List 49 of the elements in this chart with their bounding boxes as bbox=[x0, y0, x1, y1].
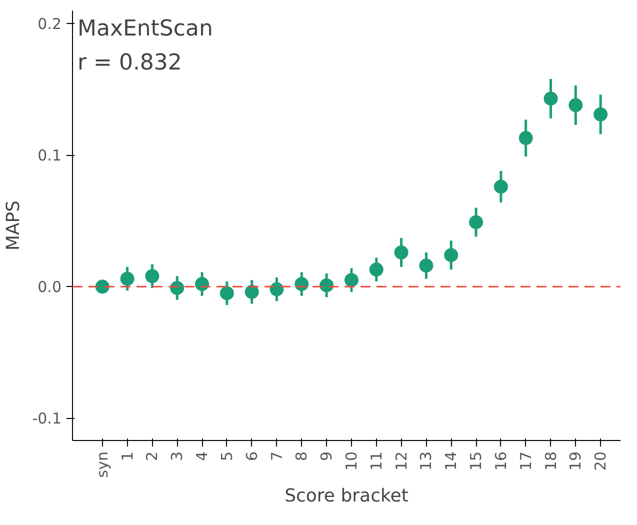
x-tick-label: 18 bbox=[542, 451, 560, 471]
point bbox=[145, 269, 160, 284]
point bbox=[394, 245, 408, 260]
point bbox=[568, 98, 583, 112]
point bbox=[518, 131, 533, 146]
y-tick-label: 0.2 bbox=[38, 15, 62, 34]
point bbox=[594, 107, 608, 122]
point bbox=[494, 180, 508, 194]
y-axis-title: MAPS bbox=[3, 200, 24, 251]
x-tick-label: 4 bbox=[193, 451, 212, 462]
point bbox=[170, 280, 184, 295]
point bbox=[120, 272, 134, 286]
x-tick-label: 5 bbox=[218, 451, 236, 462]
x-tick-label: 13 bbox=[417, 451, 436, 471]
point bbox=[220, 286, 234, 300]
y-tick-label: -0.1 bbox=[32, 410, 62, 428]
x-tick-label: 7 bbox=[268, 451, 286, 462]
x-tick-label: 8 bbox=[292, 451, 311, 462]
x-tick-label: 2 bbox=[143, 451, 162, 462]
x-tick-label: 11 bbox=[367, 451, 386, 471]
point bbox=[320, 278, 334, 292]
x-tick-label: 12 bbox=[392, 451, 410, 471]
point bbox=[244, 284, 259, 299]
annotation: r = 0.832 bbox=[77, 50, 182, 76]
x-tick-label: 14 bbox=[442, 451, 460, 471]
x-tick-label: 17 bbox=[516, 451, 535, 471]
x-tick-label: syn bbox=[93, 451, 112, 478]
point bbox=[344, 273, 358, 288]
annotation: MaxEntScan bbox=[77, 16, 213, 42]
point bbox=[469, 215, 484, 230]
x-tick-label: 1 bbox=[118, 451, 136, 462]
x-axis-title: Score bracket bbox=[284, 486, 408, 507]
x-tick-label: 16 bbox=[492, 451, 510, 471]
y-tick-label: 0.1 bbox=[38, 146, 62, 165]
x-tick-label: 6 bbox=[242, 451, 261, 462]
x-tick-label: 10 bbox=[342, 451, 360, 471]
x-tick-label: 19 bbox=[566, 451, 585, 471]
x-tick-label: 3 bbox=[168, 451, 186, 462]
point bbox=[419, 258, 434, 273]
x-tick-label: 20 bbox=[592, 451, 610, 471]
y-tick-label: 0.0 bbox=[38, 278, 62, 296]
point bbox=[369, 262, 384, 277]
x-tick-label: 15 bbox=[467, 451, 486, 471]
point bbox=[544, 92, 558, 106]
point bbox=[444, 248, 458, 262]
point bbox=[270, 282, 284, 296]
point bbox=[195, 277, 210, 292]
point bbox=[95, 280, 110, 294]
x-tick-label: 9 bbox=[318, 451, 336, 462]
